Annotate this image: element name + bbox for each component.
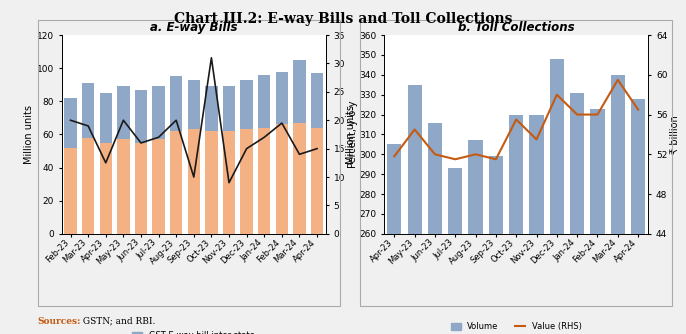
Y-axis label: ₹ billion: ₹ billion — [670, 115, 681, 154]
Bar — [258, 128, 270, 234]
Bar — [294, 123, 305, 234]
Bar — [205, 87, 217, 131]
Text: Chart III.2: E-way Bills and Toll Collections: Chart III.2: E-way Bills and Toll Collec… — [174, 12, 512, 26]
Legend: GST E-way bill inter-state, GST E-way bill intra-state, E-way bills growth (RHS): GST E-way bill inter-state, GST E-way bi… — [130, 329, 257, 334]
Bar — [276, 71, 288, 125]
Bar — [530, 115, 543, 334]
Bar — [311, 73, 323, 128]
Bar — [387, 144, 401, 334]
Bar — [82, 83, 94, 138]
Bar — [188, 130, 200, 234]
Bar — [170, 76, 182, 131]
Bar — [591, 109, 604, 334]
Title: b. Toll Collections: b. Toll Collections — [458, 21, 575, 34]
Bar — [489, 156, 503, 334]
Bar — [311, 128, 323, 234]
Bar — [407, 85, 422, 334]
Bar — [82, 138, 94, 234]
Bar — [152, 87, 165, 139]
Bar — [448, 168, 462, 334]
Bar — [135, 143, 147, 234]
Bar — [64, 148, 77, 234]
Bar — [64, 98, 77, 148]
Bar — [205, 131, 217, 234]
Bar — [223, 131, 235, 234]
Legend: Volume, Value (RHS): Volume, Value (RHS) — [449, 321, 584, 333]
Y-axis label: Million units: Million units — [346, 105, 357, 164]
Bar — [223, 87, 235, 131]
Text: GSTN; and RBI.: GSTN; and RBI. — [80, 317, 156, 326]
Y-axis label: Percent, y-o-y: Percent, y-o-y — [348, 101, 358, 168]
Bar — [631, 99, 646, 334]
Bar — [469, 140, 483, 334]
Bar — [117, 87, 130, 139]
Bar — [99, 143, 112, 234]
Text: Sources:: Sources: — [38, 317, 81, 326]
Bar — [258, 75, 270, 128]
Y-axis label: Million units: Million units — [24, 105, 34, 164]
Bar — [188, 80, 200, 130]
Bar — [152, 139, 165, 234]
Bar — [99, 93, 112, 143]
Bar — [549, 59, 564, 334]
Bar — [170, 131, 182, 234]
Bar — [241, 80, 252, 130]
Bar — [428, 123, 442, 334]
Bar — [611, 75, 625, 334]
Bar — [276, 125, 288, 234]
Bar — [570, 93, 584, 334]
Bar — [117, 139, 130, 234]
Bar — [509, 115, 523, 334]
Title: a. E-way Bills: a. E-way Bills — [150, 21, 237, 34]
Bar — [135, 90, 147, 143]
Bar — [294, 60, 305, 123]
Bar — [241, 130, 252, 234]
